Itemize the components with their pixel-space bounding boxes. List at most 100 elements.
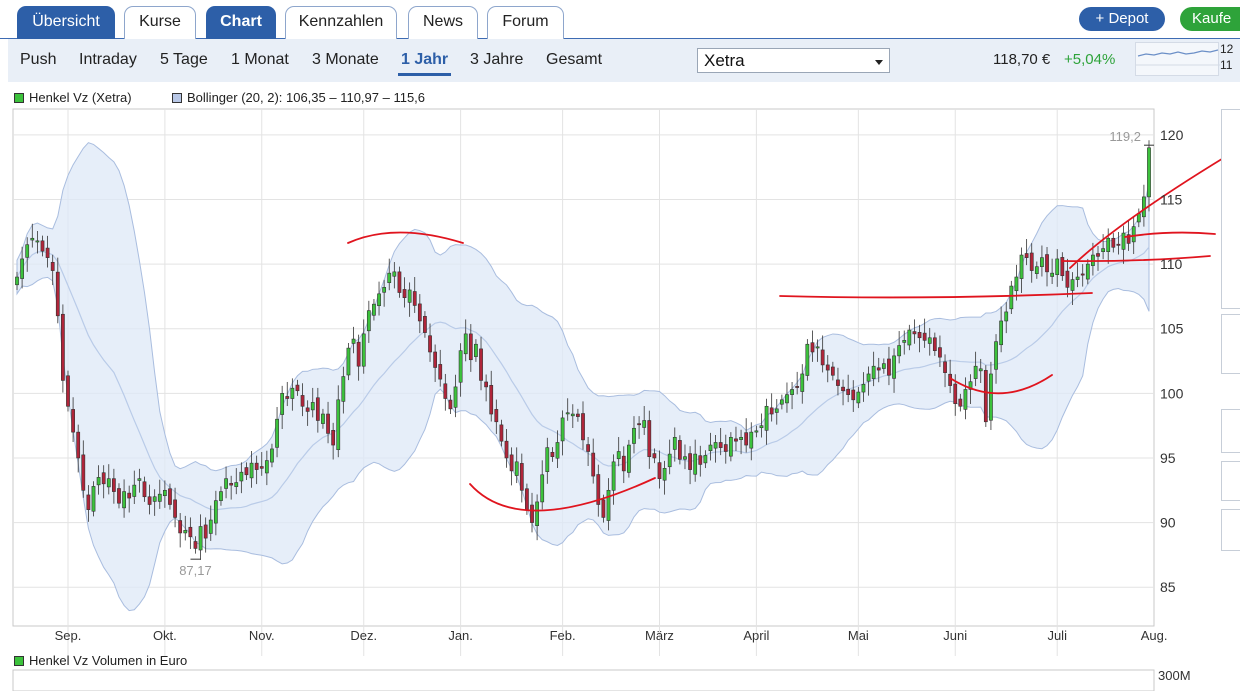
candle	[244, 467, 249, 476]
candle	[632, 427, 636, 444]
candle	[907, 329, 912, 346]
last-price: 118,70 €	[993, 51, 1051, 68]
candle	[994, 341, 998, 370]
candle	[407, 289, 412, 303]
candle	[1121, 232, 1126, 250]
candle	[372, 303, 376, 316]
candle	[387, 272, 392, 284]
candle	[616, 451, 621, 460]
candle	[178, 520, 183, 534]
period-1-monat[interactable]: 1 Monat	[231, 51, 289, 68]
candle	[402, 289, 407, 299]
candle	[836, 379, 840, 386]
period-3-jahre[interactable]: 3 Jahre	[470, 51, 524, 68]
candle	[366, 310, 371, 332]
candle	[1029, 252, 1034, 271]
x-tick-label: Aug.	[1141, 628, 1168, 643]
candle	[596, 474, 601, 505]
candle	[484, 381, 488, 388]
candle	[259, 466, 264, 469]
candle	[474, 343, 478, 357]
candle	[132, 484, 137, 497]
candle	[152, 496, 157, 502]
annotation-line	[347, 231, 464, 244]
zoom-panel[interactable]	[1221, 109, 1240, 309]
annotation-line	[949, 374, 1053, 395]
y-tick-label: 95	[1160, 450, 1176, 466]
mini-chart-label-top: 12	[1220, 42, 1234, 56]
tab-news[interactable]: News	[408, 6, 478, 40]
period-push[interactable]: Push	[20, 51, 57, 68]
candle	[428, 335, 432, 353]
candle	[759, 425, 764, 429]
candle	[978, 368, 983, 372]
candle	[586, 444, 590, 452]
candle	[820, 349, 825, 366]
candle	[147, 496, 152, 505]
tab-kennzahlen[interactable]: Kennzahlen	[285, 6, 397, 40]
candle	[1075, 276, 1080, 280]
candle	[963, 389, 968, 410]
candle	[264, 460, 269, 474]
candle	[764, 405, 769, 431]
period-bar: Push Intraday 5 Tage 1 Monat 3 Monate 1 …	[8, 39, 1240, 82]
mini-chart-label-bottom: 11	[1220, 58, 1233, 72]
candle	[1111, 237, 1116, 248]
candle	[489, 385, 494, 415]
period-5-tage[interactable]: 5 Tage	[160, 51, 208, 68]
tab-bar: Übersicht Kurse Chart Kennzahlen News Fo…	[0, 0, 1240, 40]
candle	[25, 244, 30, 258]
candle	[800, 373, 805, 392]
buy-button[interactable]: Kaufe	[1180, 7, 1240, 31]
candle	[20, 258, 24, 279]
candle	[576, 413, 580, 417]
candle	[667, 453, 672, 468]
candle	[336, 399, 341, 451]
candle	[718, 442, 723, 448]
tab-forum[interactable]: Forum	[487, 6, 564, 40]
candle	[662, 468, 667, 481]
period-gesamt[interactable]: Gesamt	[546, 51, 603, 68]
candle	[1050, 272, 1054, 277]
tab-kurse[interactable]: Kurse	[124, 6, 196, 40]
tool-button-1[interactable]	[1221, 409, 1240, 453]
candle	[40, 240, 45, 252]
tool-button-2[interactable]	[1221, 461, 1240, 501]
candle	[310, 402, 315, 411]
candle	[458, 350, 463, 383]
candle	[713, 442, 718, 449]
legend-bollinger: Bollinger (20, 2): 106,35 – 110,97 – 115…	[172, 90, 425, 105]
tool-button-3[interactable]	[1221, 509, 1240, 551]
x-tick-label: April	[743, 628, 769, 643]
tab-uebersicht[interactable]: Übersicht	[17, 6, 115, 40]
legend-volume-swatch	[14, 656, 24, 666]
exchange-select[interactable]: Xetra	[697, 48, 890, 73]
candle	[275, 418, 279, 448]
scroll-handle[interactable]	[1221, 314, 1240, 374]
candle	[249, 462, 254, 479]
candle	[351, 338, 356, 344]
candle	[825, 364, 830, 371]
candle	[1085, 263, 1090, 280]
tab-chart[interactable]: Chart	[206, 6, 276, 40]
candle	[122, 491, 126, 509]
candle	[188, 526, 193, 538]
low-label: 87,17	[179, 563, 212, 578]
candle	[734, 438, 738, 442]
candle	[601, 499, 606, 518]
mini-chart-thumbnail[interactable]	[1135, 42, 1220, 76]
period-1-jahr[interactable]: 1 Jahr	[397, 51, 452, 76]
period-intraday[interactable]: Intraday	[79, 51, 137, 68]
volume-panel	[12, 669, 1155, 691]
candle	[234, 482, 239, 487]
candle	[932, 337, 937, 351]
x-tick-label: Juli	[1047, 628, 1067, 643]
add-to-depot-button[interactable]: + Depot	[1079, 7, 1165, 31]
candle	[647, 420, 652, 457]
candle	[290, 387, 295, 399]
candle	[555, 442, 560, 459]
candle	[938, 347, 942, 358]
period-3-monate[interactable]: 3 Monate	[312, 51, 379, 68]
candle	[1126, 234, 1131, 244]
